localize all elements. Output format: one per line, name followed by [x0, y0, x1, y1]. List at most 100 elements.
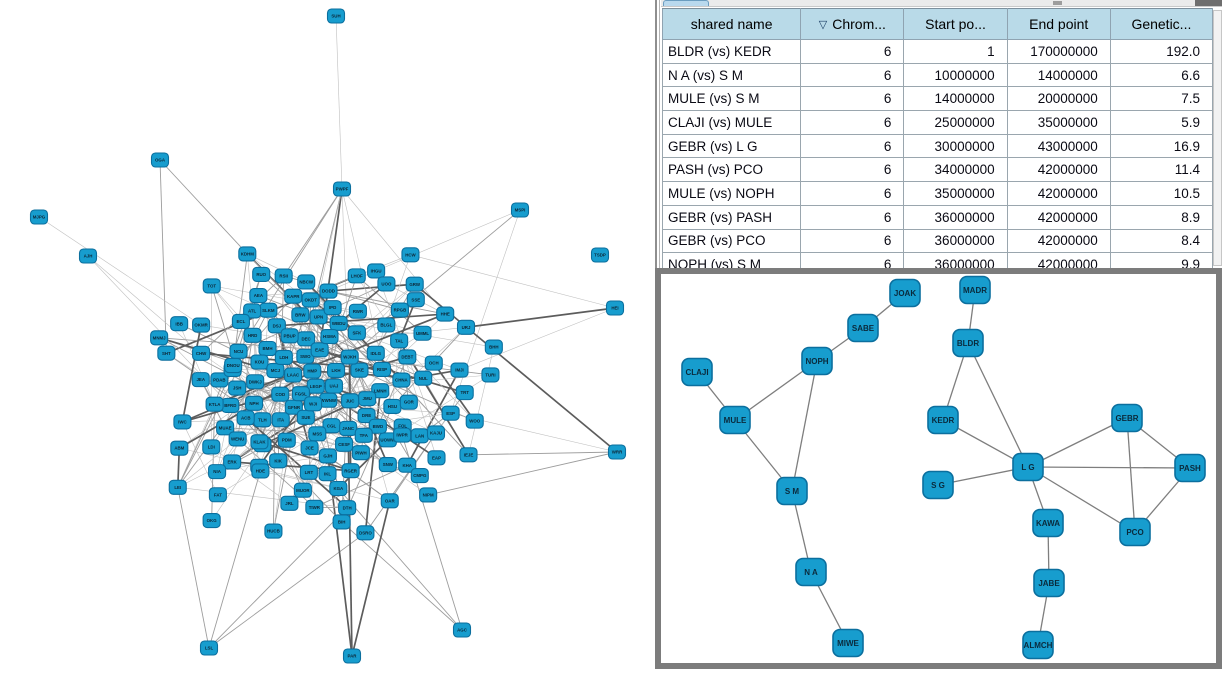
subnetwork-node-NOPH[interactable]: NOPH	[802, 348, 832, 375]
subnetwork-node-ALMCH[interactable]: ALMCH	[1023, 632, 1053, 659]
overview-node[interactable]: EAE	[311, 343, 328, 357]
overview-node[interactable]: SUH	[328, 9, 345, 23]
overview-node[interactable]: WOO	[466, 414, 483, 428]
overview-node[interactable]: JUC	[342, 394, 359, 408]
overview-node[interactable]: OKDT	[302, 293, 319, 307]
column-header-3[interactable]: End point	[1007, 9, 1110, 40]
subnetwork-node-KEDR[interactable]: KEDR	[928, 407, 958, 434]
table-cell[interactable]: 6	[801, 158, 904, 182]
overview-node[interactable]: BFRD	[222, 398, 239, 412]
subnetwork-node-JABE[interactable]: JABE	[1034, 570, 1064, 597]
table-cell[interactable]: 35000000	[1007, 111, 1110, 135]
overview-node[interactable]: TFA	[355, 428, 372, 442]
table-cell[interactable]: 5.9	[1110, 111, 1212, 135]
subnetwork-node-JOAK[interactable]: JOAK	[890, 280, 920, 307]
overview-node[interactable]: BRW	[292, 308, 309, 322]
subnetwork-node-PASH[interactable]: PASH	[1175, 455, 1205, 482]
table-cell[interactable]: GEBR (vs) PASH	[663, 205, 801, 229]
table-cell[interactable]: 35000000	[904, 182, 1007, 206]
overview-node[interactable]: JEA	[192, 373, 209, 387]
overview-node[interactable]: LKH	[328, 363, 345, 377]
overview-node[interactable]: KTLA	[206, 397, 223, 411]
table-cell[interactable]: 8.4	[1110, 229, 1212, 253]
overview-node[interactable]: BHH	[485, 340, 502, 354]
column-header-0[interactable]: shared name	[663, 9, 801, 40]
overview-node[interactable]: HMP	[304, 364, 321, 378]
overview-node[interactable]: TAL	[391, 334, 408, 348]
overview-node[interactable]: LAAC	[285, 368, 302, 382]
overview-node[interactable]: UMML	[414, 326, 431, 340]
table-cell[interactable]: 192.0	[1110, 40, 1212, 64]
overview-node[interactable]: SKE	[351, 363, 368, 377]
overview-node[interactable]: PBUP	[281, 329, 298, 343]
overview-node[interactable]: FAT	[209, 488, 226, 502]
overview-node[interactable]: KIK	[270, 454, 287, 468]
overview-node[interactable]: RPGB	[391, 303, 408, 317]
overview-node[interactable]: KAJU	[428, 426, 445, 440]
overview-node[interactable]: SUE	[297, 410, 314, 424]
subnetwork-node-BLDR[interactable]: BLDR	[953, 330, 983, 357]
overview-node[interactable]: SHT	[158, 346, 175, 360]
subnetwork-node-SM[interactable]: S M	[777, 478, 807, 505]
overview-node[interactable]: CMPG	[411, 469, 428, 483]
table-cell[interactable]: 42000000	[1007, 182, 1110, 206]
overview-node[interactable]: RUO	[253, 267, 270, 281]
overview-node[interactable]: JRL	[281, 496, 298, 510]
overview-node[interactable]: LRT	[300, 465, 317, 479]
overview-node[interactable]: TSDP	[592, 248, 609, 262]
overview-node[interactable]: OAR	[381, 494, 398, 508]
overview-node[interactable]: KLAK	[251, 435, 268, 449]
table-cell[interactable]: 25000000	[904, 111, 1007, 135]
overview-node[interactable]: ABM	[171, 441, 188, 455]
overview-node[interactable]: IWPR	[394, 428, 411, 442]
overview-network-canvas[interactable]: SUHPWPFOGAMJPGAJHHEIMSPILSLPARAGCTSDPWRR…	[0, 0, 650, 669]
overview-node[interactable]: KAPR	[285, 289, 302, 303]
overview-node[interactable]: HRD	[244, 328, 261, 342]
table-cell[interactable]: 6	[801, 182, 904, 206]
table-cell[interactable]: 6	[801, 63, 904, 87]
overview-node[interactable]: IWC	[174, 415, 191, 429]
overview-node[interactable]: TRT	[456, 386, 473, 400]
table-cell[interactable]: 42000000	[1007, 229, 1110, 253]
table-cell[interactable]: 16.9	[1110, 134, 1212, 158]
table-cell[interactable]: 10000000	[904, 63, 1007, 87]
overview-node[interactable]: ERK	[224, 455, 241, 469]
table-cell[interactable]: GEBR (vs) L G	[663, 134, 801, 158]
overview-node[interactable]: BLGL	[378, 318, 395, 332]
table-cell[interactable]: 6	[801, 205, 904, 229]
overview-node[interactable]: AGC	[454, 623, 471, 637]
overview-node[interactable]: GJH	[319, 449, 336, 463]
overview-node[interactable]: HHE	[437, 307, 454, 321]
table-cell[interactable]: MULE (vs) S M	[663, 87, 801, 111]
subnetwork-node-LG[interactable]: L G	[1013, 454, 1043, 481]
overview-node[interactable]: KDHM	[239, 247, 256, 261]
subnetwork-node-MIWE[interactable]: MIWE	[833, 630, 863, 657]
overview-node[interactable]: IEJE	[460, 448, 477, 462]
overview-node[interactable]: NUL	[415, 371, 432, 385]
overview-node[interactable]: NIA	[209, 465, 226, 479]
overview-node[interactable]: TLH	[254, 413, 271, 427]
overview-node[interactable]: MCJ	[267, 364, 284, 378]
subnetwork-edge-BLDR-LG[interactable]	[968, 343, 1028, 467]
overview-node[interactable]: CHW	[193, 346, 210, 360]
overview-node[interactable]: OGA	[152, 153, 169, 167]
overview-node[interactable]: IMJI	[451, 363, 468, 377]
overview-node[interactable]: RSII	[275, 269, 292, 283]
table-cell[interactable]: 6	[801, 134, 904, 158]
overview-node[interactable]: MSS	[309, 427, 326, 441]
table-cell[interactable]: 36000000	[904, 229, 1007, 253]
overview-node[interactable]: ESP	[442, 406, 459, 420]
table-cell[interactable]: 6.6	[1110, 63, 1212, 87]
overview-node[interactable]: DTH	[339, 501, 356, 515]
overview-node[interactable]: AEA	[250, 289, 267, 303]
overview-node[interactable]: TIWR	[306, 500, 323, 514]
overview-node[interactable]: EAP	[428, 451, 445, 465]
overview-node[interactable]: DWKJ	[247, 375, 264, 389]
column-header-4[interactable]: Genetic...	[1110, 9, 1212, 40]
subnetwork-node-SABE[interactable]: SABE	[848, 315, 878, 342]
overview-node[interactable]: RISP	[373, 362, 390, 376]
overview-node[interactable]: PDM	[278, 433, 295, 447]
